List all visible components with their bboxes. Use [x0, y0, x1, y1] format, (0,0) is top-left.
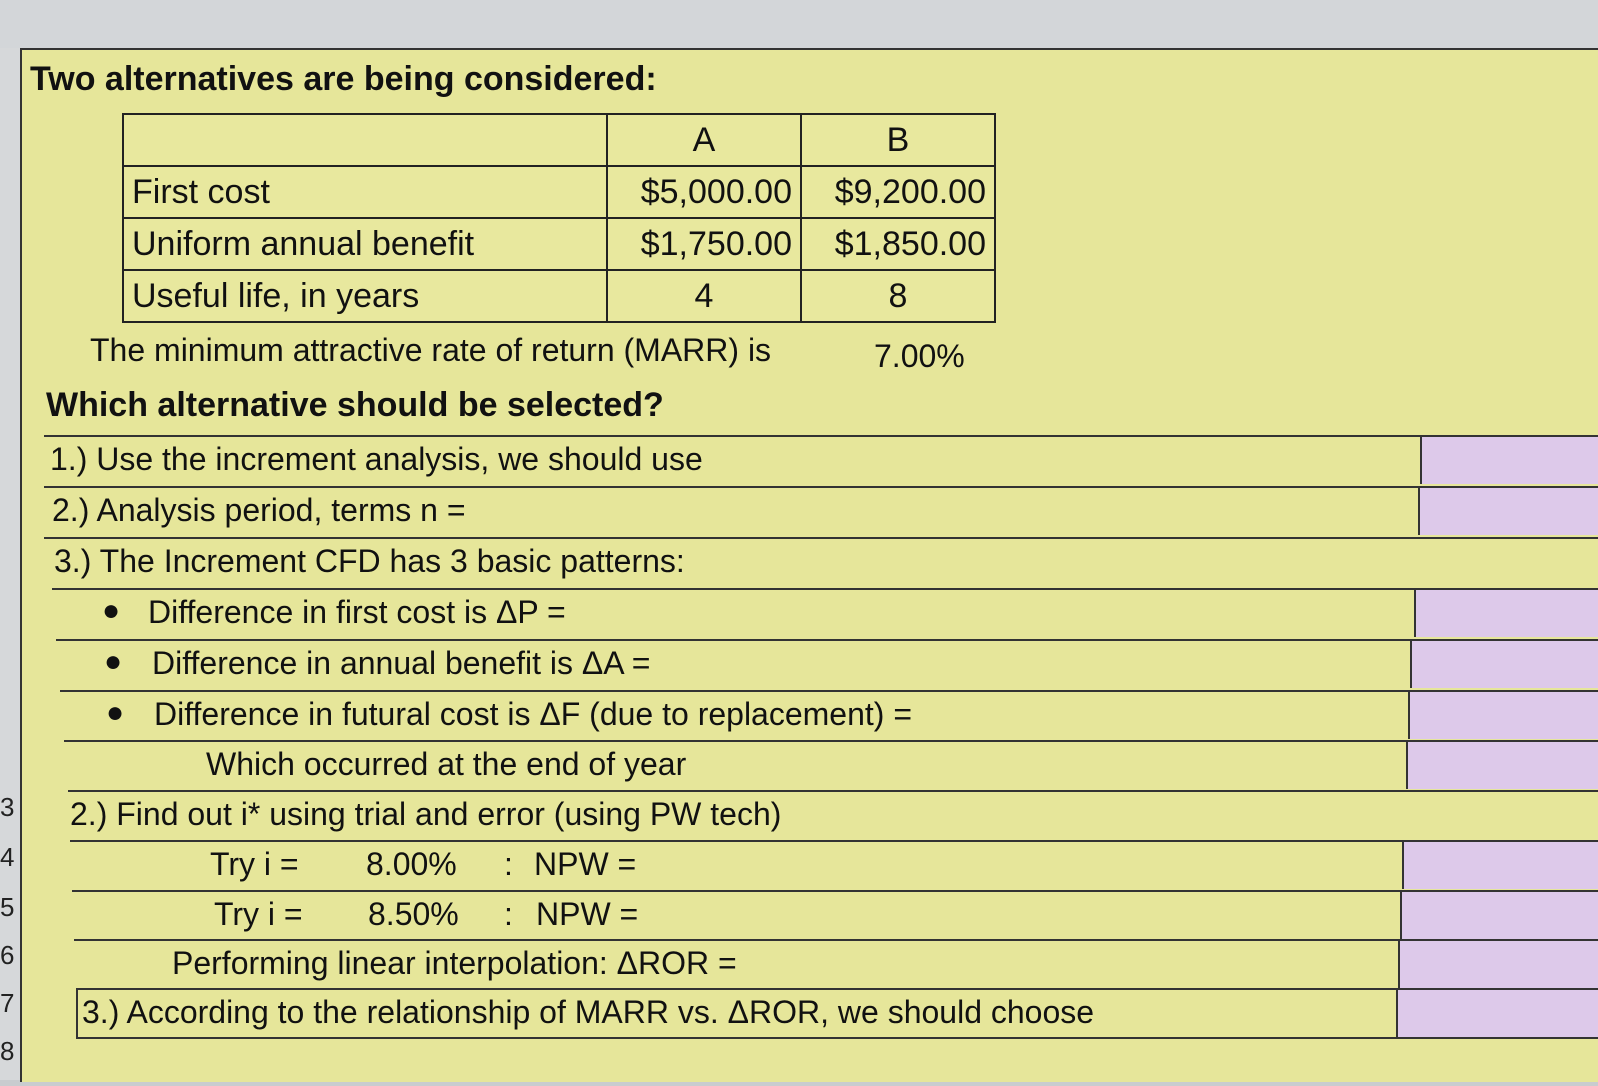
row-q1: 1.) Use the increment analysis, we shoul… — [44, 435, 1598, 484]
interpolation-text[interactable]: Performing linear interpolation: ΔROR = — [172, 945, 737, 981]
delta-f-answer-cell[interactable] — [1408, 690, 1598, 739]
bullet-icon: ● — [102, 594, 121, 627]
q1-answer-cell[interactable] — [1420, 435, 1598, 484]
useful-life-a[interactable]: 4 — [606, 269, 802, 323]
marr-label: The minimum attractive rate of return (M… — [90, 332, 772, 368]
row-q3: 3.) The Increment CFD has 3 basic patter… — [44, 537, 1598, 586]
try1-label[interactable]: Try i = — [210, 846, 299, 882]
row-end-of-year: Which occurred at the end of year — [64, 740, 1598, 789]
try2-rate[interactable]: 8.50% — [368, 896, 459, 932]
worksheet: Two alternatives are being considered: A… — [20, 48, 1598, 1082]
q4-text[interactable]: 2.) Find out i* using trial and error (u… — [70, 796, 782, 832]
row-bullet-delta-f: ● Difference in futural cost is ΔF (due … — [60, 690, 1598, 739]
try2-label[interactable]: Try i = — [214, 896, 303, 932]
row-number[interactable]: 4 — [0, 842, 15, 872]
try1-npw-label[interactable]: NPW = — [534, 846, 637, 882]
q5-answer-cell[interactable] — [1396, 988, 1598, 1037]
table-row: Uniform annual benefit $1,750.00 $1,850.… — [122, 217, 996, 271]
row-q2: 2.) Analysis period, terms n = — [44, 486, 1598, 535]
row-q5: 3.) According to the relationship of MAR… — [76, 988, 1598, 1037]
row-bullet-delta-a: ● Difference in annual benefit is ΔA = — [56, 639, 1598, 688]
row-bullet-delta-p: ● Difference in first cost is ΔP = — [52, 588, 1598, 637]
delta-a-answer-cell[interactable] — [1410, 639, 1598, 688]
bullet-icon: ● — [106, 696, 125, 729]
delta-a-text[interactable]: Difference in annual benefit is ΔA = — [152, 645, 651, 681]
table-row: First cost $5,000.00 $9,200.00 — [122, 165, 996, 219]
row-number[interactable]: 6 — [0, 940, 15, 970]
annual-benefit-b[interactable]: $1,850.00 — [800, 217, 996, 271]
first-cost-a[interactable]: $5,000.00 — [606, 165, 802, 219]
row-label-first-cost[interactable]: First cost — [122, 165, 608, 219]
window-top-strip — [0, 0, 1598, 48]
row-label-useful-life[interactable]: Useful life, in years — [122, 269, 608, 323]
column-header-b[interactable]: B — [800, 113, 996, 167]
interpolation-answer-cell[interactable] — [1398, 939, 1598, 988]
bullet-icon: ● — [104, 645, 123, 678]
delta-p-text[interactable]: Difference in first cost is ΔP = — [148, 594, 566, 630]
row-try-2: Try i = 8.50% : NPW = — [72, 890, 1598, 939]
header-text: Two alternatives are being considered: — [30, 60, 657, 98]
try1-rate[interactable]: 8.00% — [366, 846, 457, 882]
try2-npw-label[interactable]: NPW = — [536, 896, 639, 932]
column-header-a[interactable]: A — [606, 113, 802, 167]
q5-text[interactable]: 3.) According to the relationship of MAR… — [82, 994, 1095, 1030]
q1-text[interactable]: 1.) Use the increment analysis, we shoul… — [50, 441, 703, 477]
row-number[interactable]: 3 — [0, 792, 15, 822]
row-number[interactable]: 5 — [0, 892, 15, 922]
delta-p-answer-cell[interactable] — [1414, 588, 1598, 637]
q2-text[interactable]: 2.) Analysis period, terms n = — [52, 492, 466, 528]
row-number[interactable]: 7 — [0, 988, 15, 1018]
useful-life-b[interactable]: 8 — [800, 269, 996, 323]
q3-text[interactable]: 3.) The Increment CFD has 3 basic patter… — [54, 543, 685, 579]
row-number[interactable]: 8 — [0, 1036, 15, 1066]
try1-colon: : — [504, 846, 513, 882]
q2-answer-cell[interactable] — [1418, 486, 1598, 535]
first-cost-b[interactable]: $9,200.00 — [800, 165, 996, 219]
table-row: Useful life, in years 4 8 — [122, 269, 996, 323]
row-interpolation: Performing linear interpolation: ΔROR = — [74, 939, 1598, 988]
delta-f-text[interactable]: Difference in futural cost is ΔF (due to… — [154, 696, 913, 732]
try2-npw-answer-cell[interactable] — [1400, 890, 1598, 939]
annual-benefit-a[interactable]: $1,750.00 — [606, 217, 802, 271]
marr-value[interactable]: 7.00% — [874, 338, 965, 374]
try2-colon: : — [504, 896, 513, 932]
row-q4: 2.) Find out i* using trial and error (u… — [68, 790, 1598, 839]
try1-npw-answer-cell[interactable] — [1402, 840, 1598, 889]
row-try-1: Try i = 8.00% : NPW = — [70, 840, 1598, 889]
question-text: Which alternative should be selected? — [46, 386, 664, 424]
table-header-row: A B — [122, 113, 996, 167]
end-of-year-answer-cell[interactable] — [1406, 740, 1598, 789]
row-bottom-border — [76, 1037, 1598, 1086]
table-corner-cell[interactable] — [122, 113, 608, 167]
row-header-gutter — [0, 48, 20, 1080]
end-of-year-text[interactable]: Which occurred at the end of year — [206, 746, 687, 782]
alternatives-table: A B First cost $5,000.00 $9,200.00 Unifo… — [122, 113, 996, 323]
row-label-annual-benefit[interactable]: Uniform annual benefit — [122, 217, 608, 271]
